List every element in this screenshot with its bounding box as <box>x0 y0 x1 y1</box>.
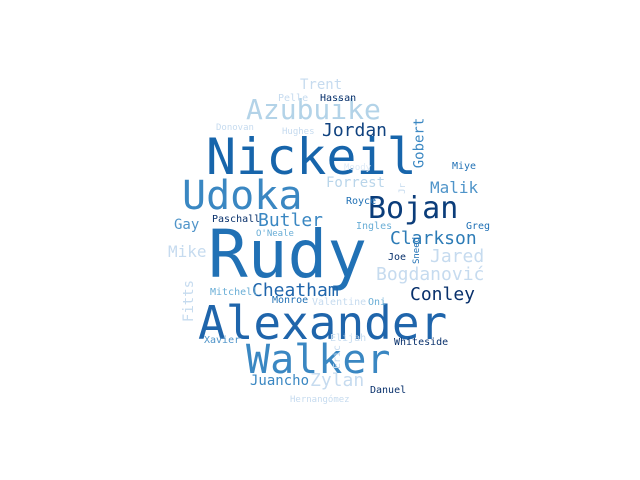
word-malik: Malik <box>430 178 479 197</box>
word-elijah: Elijah <box>330 333 367 344</box>
word-rudy: Rudy <box>208 216 367 293</box>
word-hassan: Hassan <box>320 93 357 104</box>
word-azubuike: Azubuike <box>246 93 381 126</box>
word-mike: Mike <box>168 242 207 261</box>
word-o-neale: O'Neale <box>256 229 294 239</box>
word-jordan: Jordan <box>322 120 388 141</box>
word-joe: Joe <box>388 252 407 263</box>
word-valentine: Valentine <box>312 297 367 308</box>
word-whiteside: Whiteside <box>394 337 449 348</box>
word-moody: Moody <box>344 163 372 173</box>
word-zylan: Zylan <box>310 370 365 391</box>
word-eric: Eric <box>332 344 344 370</box>
word-jared: Jared <box>430 246 485 267</box>
word-gobert: Gobert <box>411 117 428 169</box>
word-conley: Conley <box>410 284 476 305</box>
word-greg: Greg <box>466 221 491 232</box>
word-cheatham: Cheatham <box>252 280 339 301</box>
word-oni: Oni <box>368 297 387 308</box>
word-hernangomez: Hernangómez <box>290 395 350 405</box>
word-juancho: Juancho <box>250 373 310 389</box>
word-nickeil: Nickeil <box>206 128 417 186</box>
word-bojan: Bojan <box>368 191 459 226</box>
word-alexander: Alexander <box>198 296 448 350</box>
word-sneed: Sneed <box>412 236 423 265</box>
word-gay: Gay <box>174 217 200 233</box>
word-trent: Trent <box>300 77 343 93</box>
word-butler: Butler <box>258 210 324 231</box>
word-hughes: Hughes <box>282 127 315 137</box>
word-udoka: Udoka <box>182 173 303 219</box>
word-clarkson: Clarkson <box>390 228 477 249</box>
word-pelle: Pelle <box>278 93 309 104</box>
word-royce: Royce <box>346 196 377 207</box>
word-donovan: Donovan <box>216 123 254 133</box>
word-paschall: Paschall <box>212 214 261 225</box>
word-fitts: Fitts <box>181 279 198 323</box>
word-xavier: Xavier <box>204 335 241 346</box>
word-danuel: Danuel <box>370 385 407 396</box>
word-forrest: Forrest <box>326 175 386 191</box>
word-bogdanovic: Bogdanović <box>376 264 485 285</box>
word-ingles: Ingles <box>356 221 393 232</box>
word-miye: Miye <box>452 161 477 172</box>
word-mitchell: Mitchell <box>210 287 259 298</box>
word-jr: Jr <box>397 183 408 194</box>
word-monroe: Monroe <box>272 295 309 306</box>
word-walker: Walker <box>246 337 391 383</box>
